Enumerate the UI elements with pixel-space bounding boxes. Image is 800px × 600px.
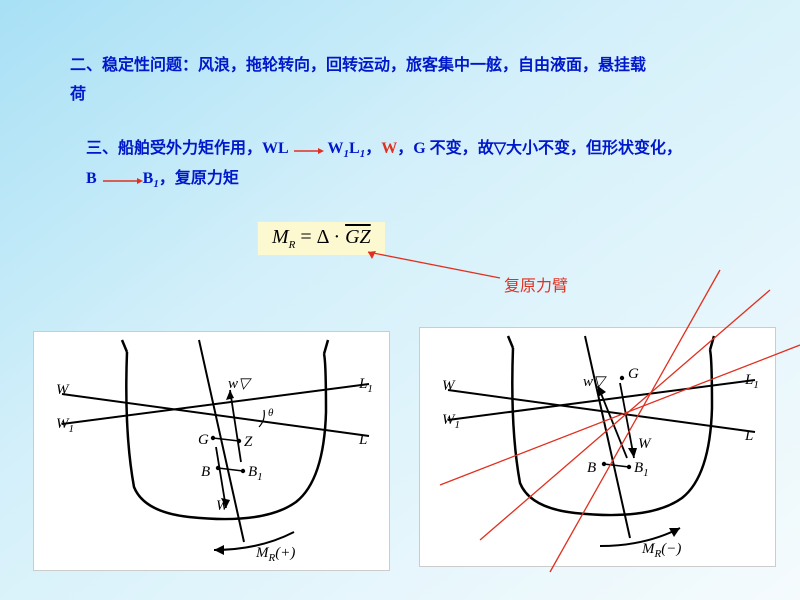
lbl-z: Z [244, 434, 253, 450]
lbl-b1: B1 [248, 464, 263, 483]
section3-cont2: 大小不变，但形状变化， [506, 140, 682, 157]
formula-m: M [272, 226, 289, 248]
section2-text: 二、稳定性问题：风浪，拖轮转向，回转运动，旅客集中一舷，自由液面，悬挂载荷 [70, 52, 650, 110]
section2-heading: 二、稳定性问题： [70, 57, 198, 74]
section3-g: G 不变， [413, 140, 477, 157]
section3-c1: ， [365, 140, 381, 157]
arrow-b-icon [101, 176, 143, 186]
ship-diagram-positive: W W1 L1 L w▽ G Z B B1 W θ MR(+) [34, 332, 389, 570]
svg-text:w▽: w▽ [583, 374, 607, 390]
svg-text:B: B [587, 460, 596, 476]
svg-text:W: W [442, 378, 456, 394]
arrow-wl-icon [292, 146, 324, 156]
svg-text:W1: W1 [442, 412, 460, 431]
lbl-g: G [198, 432, 209, 448]
lbl-mr: MR(+) [255, 545, 295, 564]
formula-gz: GZ [345, 226, 371, 248]
lbl-b: B [201, 464, 210, 480]
section3-wl: WL [262, 140, 288, 157]
svg-text:L: L [744, 428, 753, 444]
lbl-w: W [56, 382, 70, 398]
lbl-theta: θ [268, 407, 274, 419]
section3-end: ，复原力矩 [159, 170, 239, 187]
section3-w1: W [328, 140, 344, 157]
nabla-icon: ▽ [494, 135, 506, 164]
section3-cont1: 故 [478, 140, 494, 157]
section3-l1: L [349, 140, 360, 157]
lbl-l: L [358, 432, 367, 448]
svg-text:L1: L1 [744, 372, 759, 391]
lbl-w1: W1 [56, 416, 74, 435]
lbl-l1: L1 [358, 376, 373, 395]
arrow-label-text: 复原力臂 [504, 272, 568, 296]
svg-text:MR(−): MR(−) [641, 541, 681, 560]
lbl-wtri: w▽ [228, 376, 252, 392]
svg-text:W: W [638, 436, 652, 452]
section3-b1: B [143, 170, 154, 187]
svg-text:B1: B1 [634, 460, 649, 479]
lbl-wf: W [216, 498, 230, 514]
svg-text:G: G [628, 366, 639, 382]
formula-eq: = Δ · [295, 226, 345, 248]
section3-text: 三、船舶受外力矩作用，WL W1L1，W，G 不变，故▽大小不变，但形状变化，B… [86, 135, 686, 195]
arrow-label-icon [360, 248, 510, 288]
section3-lead: 三、船舶受外力矩作用， [86, 140, 262, 157]
section3-b: B [86, 170, 97, 187]
section3-w: W [381, 140, 397, 157]
ship-diagram-negative: W W1 L1 L w▽ G B B1 W MR(−) [420, 328, 775, 566]
